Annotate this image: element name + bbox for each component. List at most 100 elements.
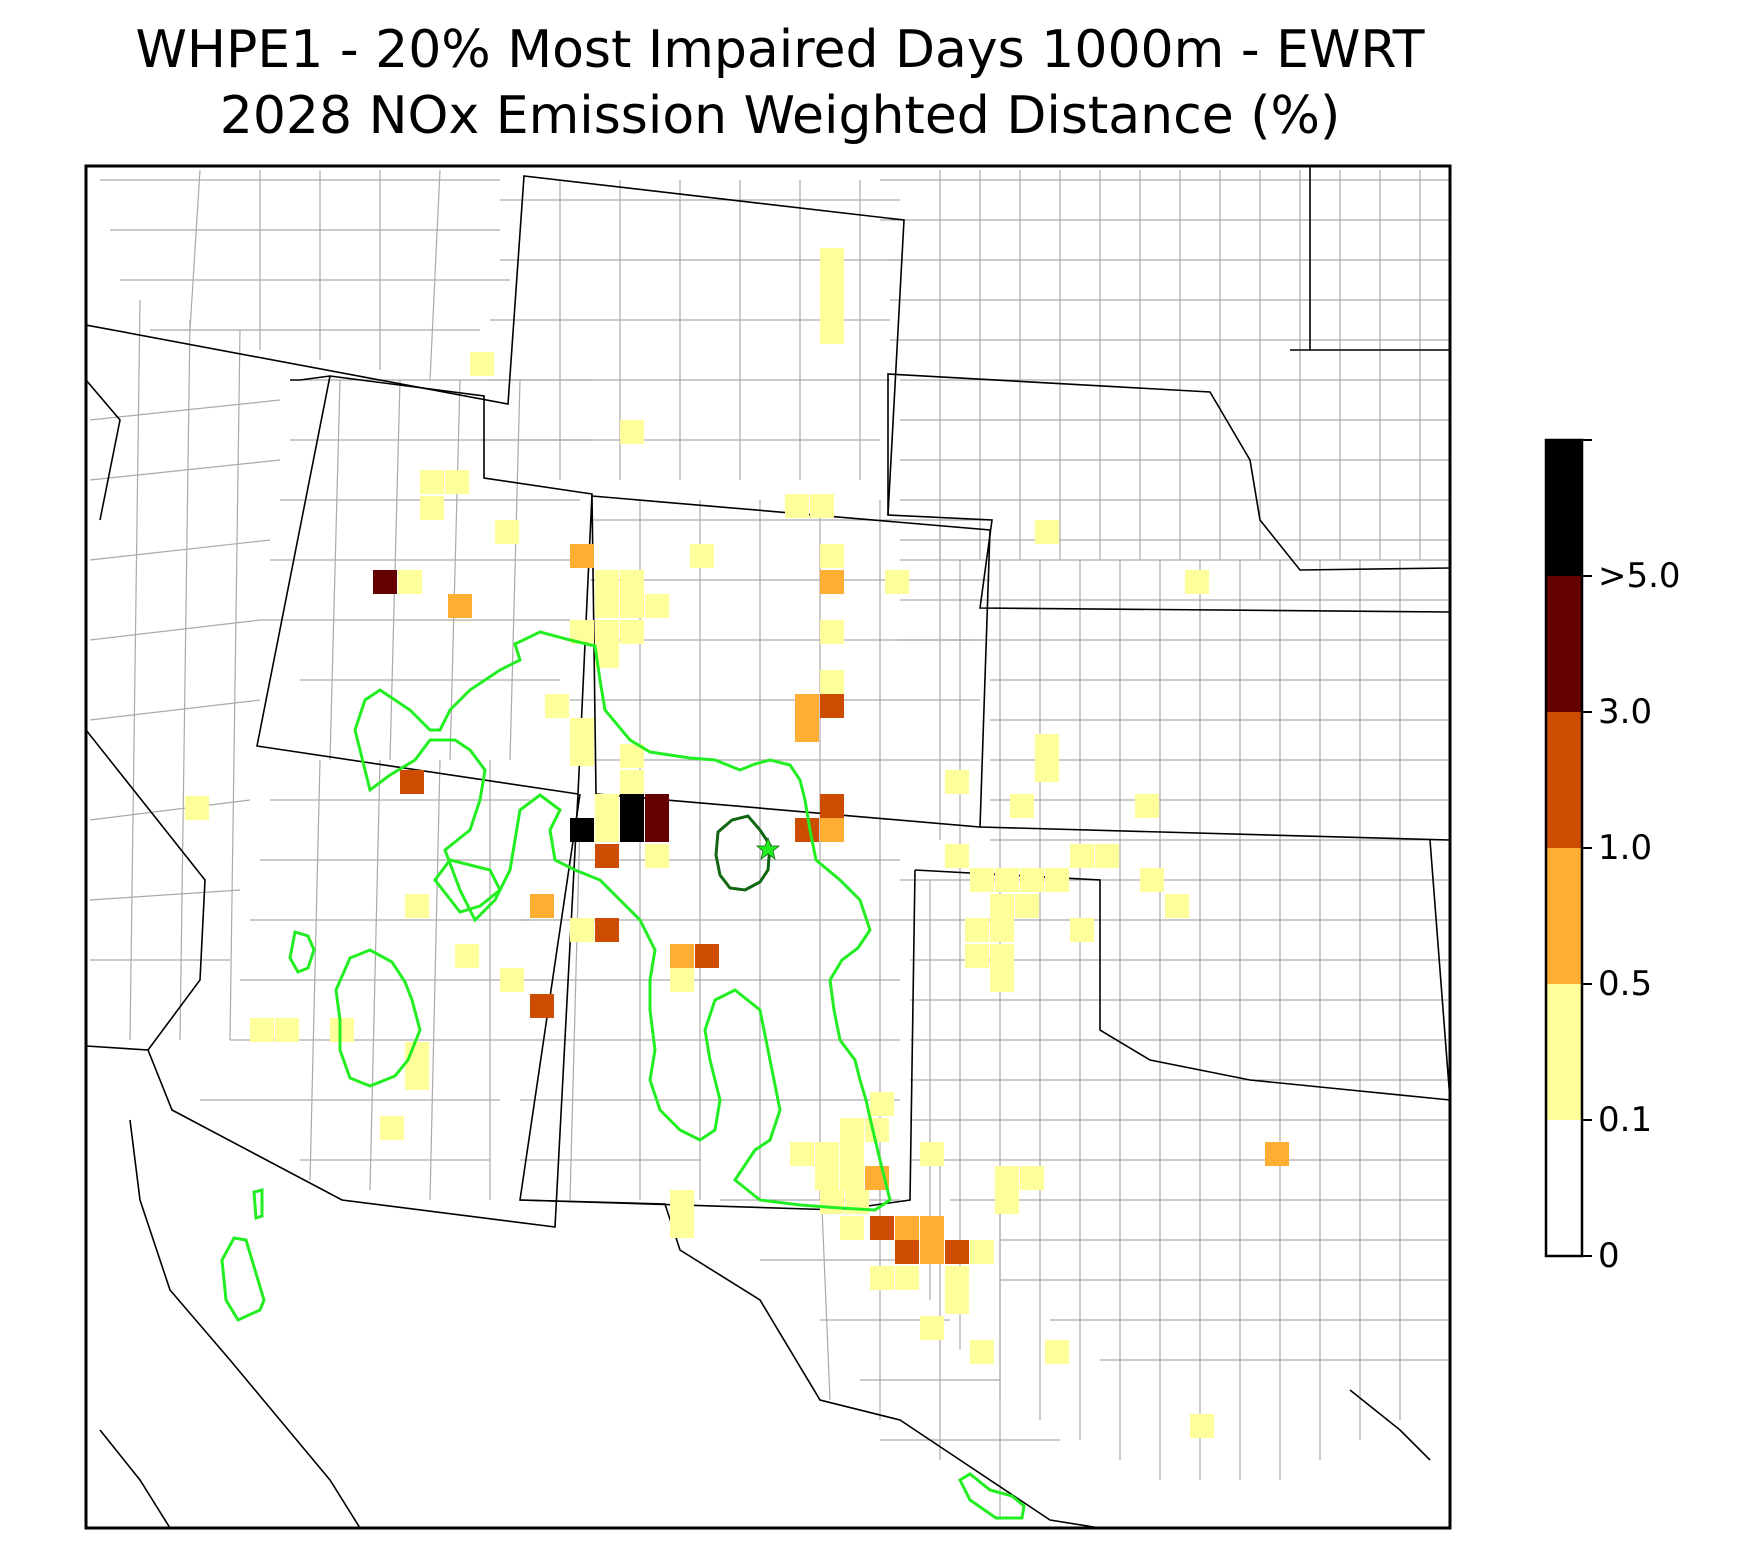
grid-cell [1070,918,1094,942]
site-marker-icon [755,836,781,860]
grid-cell [275,1018,299,1042]
grid-cell [670,944,694,968]
grid-cell [1035,734,1059,758]
grid-cell [995,1190,1019,1214]
grid-cell [1165,894,1189,918]
grid-cell [420,496,444,520]
grid-cell [398,570,422,594]
colorbar-tick-label: 3.0 [1598,692,1653,732]
colorbar-bin [1546,984,1582,1120]
grid-cell [840,1142,864,1166]
grid-cell [530,894,554,918]
grid-cell [185,796,209,820]
grid-cell [595,844,619,868]
grid-cell [1035,758,1059,782]
grid-cell [990,894,1014,918]
grid-cell [620,594,644,618]
grid-cell [620,818,644,842]
colorbar-bin [1546,712,1582,848]
grid-cell [1045,868,1069,892]
grid-cell [995,868,1019,892]
grid-cell [820,272,844,296]
grid-cell [620,770,644,794]
grid-cell [795,818,819,842]
grid-cell [373,570,397,594]
grid-cell [380,1116,404,1140]
grid-cell [620,794,644,818]
grid-cell [405,1066,429,1090]
grid-cell [820,320,844,344]
grid-cell [250,1018,274,1042]
grid-cell [1135,794,1159,818]
grid-cell [840,1166,864,1190]
outer-contour [353,630,892,1212]
grid-cell [970,868,994,892]
grid-cell [795,718,819,742]
grid-cell [990,944,1014,968]
grid-cell [820,794,844,818]
grid-cell [1035,520,1059,544]
grid-cell [1010,794,1034,818]
grid-cell [820,694,844,718]
grid-cell [1095,844,1119,868]
grid-cell [870,1216,894,1240]
grid-cell [1265,1142,1289,1166]
grid-cell [695,944,719,968]
grid-cell [865,1118,889,1142]
colorbar-tick-label: 0 [1598,1236,1620,1276]
grid-cell [1015,894,1039,918]
grid-cell [790,1142,814,1166]
grid-cell [965,918,989,942]
inner-contour [714,814,772,892]
grid-cell [530,994,554,1018]
grid-cell [840,1118,864,1142]
grid-cell [645,818,669,842]
map-title-line2: 2028 NOx Emission Weighted Distance (%) [219,86,1341,146]
grid-cell [820,248,844,272]
grid-cell [645,794,669,818]
grid-cell [1140,868,1164,892]
grid-cell [820,296,844,320]
grid-cell [820,570,844,594]
grid-cell [620,420,644,444]
grid-cell [330,1018,354,1042]
grid-cell [545,694,569,718]
colorbar-bin [1546,848,1582,984]
map-area [86,166,1450,1528]
grid-cell [670,968,694,992]
grid-cell [785,494,809,518]
grid-cell [645,594,669,618]
grid-cell [795,694,819,718]
grid-cell [595,794,619,818]
grid-cell [970,1340,994,1364]
grid-cell [670,1214,694,1238]
grid-cell [670,1190,694,1214]
grid-cell [570,818,594,842]
grid-cell [995,1166,1019,1190]
grid-cell [1185,570,1209,594]
grid-cell [595,620,619,644]
grid-cell [920,1142,944,1166]
grid-cell [920,1216,944,1240]
grid-cell [500,968,524,992]
grid-cell [990,968,1014,992]
grid-cell [820,620,844,644]
grid-cell [840,1216,864,1240]
grid-cell [920,1316,944,1340]
grid-cell [945,1266,969,1290]
grid-cell [1045,1340,1069,1364]
grid-cell [1020,868,1044,892]
grid-cell [570,718,594,742]
grid-cell [645,844,669,868]
colorbar-tick-label: 1.0 [1598,828,1653,868]
grid-cell [895,1266,919,1290]
colorbar-tick-label: 0.1 [1598,1100,1653,1140]
contours [220,630,1026,1520]
grid-cell [815,1166,839,1190]
grid-cell [1020,1166,1044,1190]
grid-cell [595,570,619,594]
grid-cell [820,544,844,568]
grid-cell [570,742,594,766]
grid-cell [895,1216,919,1240]
grid-cell [965,944,989,968]
